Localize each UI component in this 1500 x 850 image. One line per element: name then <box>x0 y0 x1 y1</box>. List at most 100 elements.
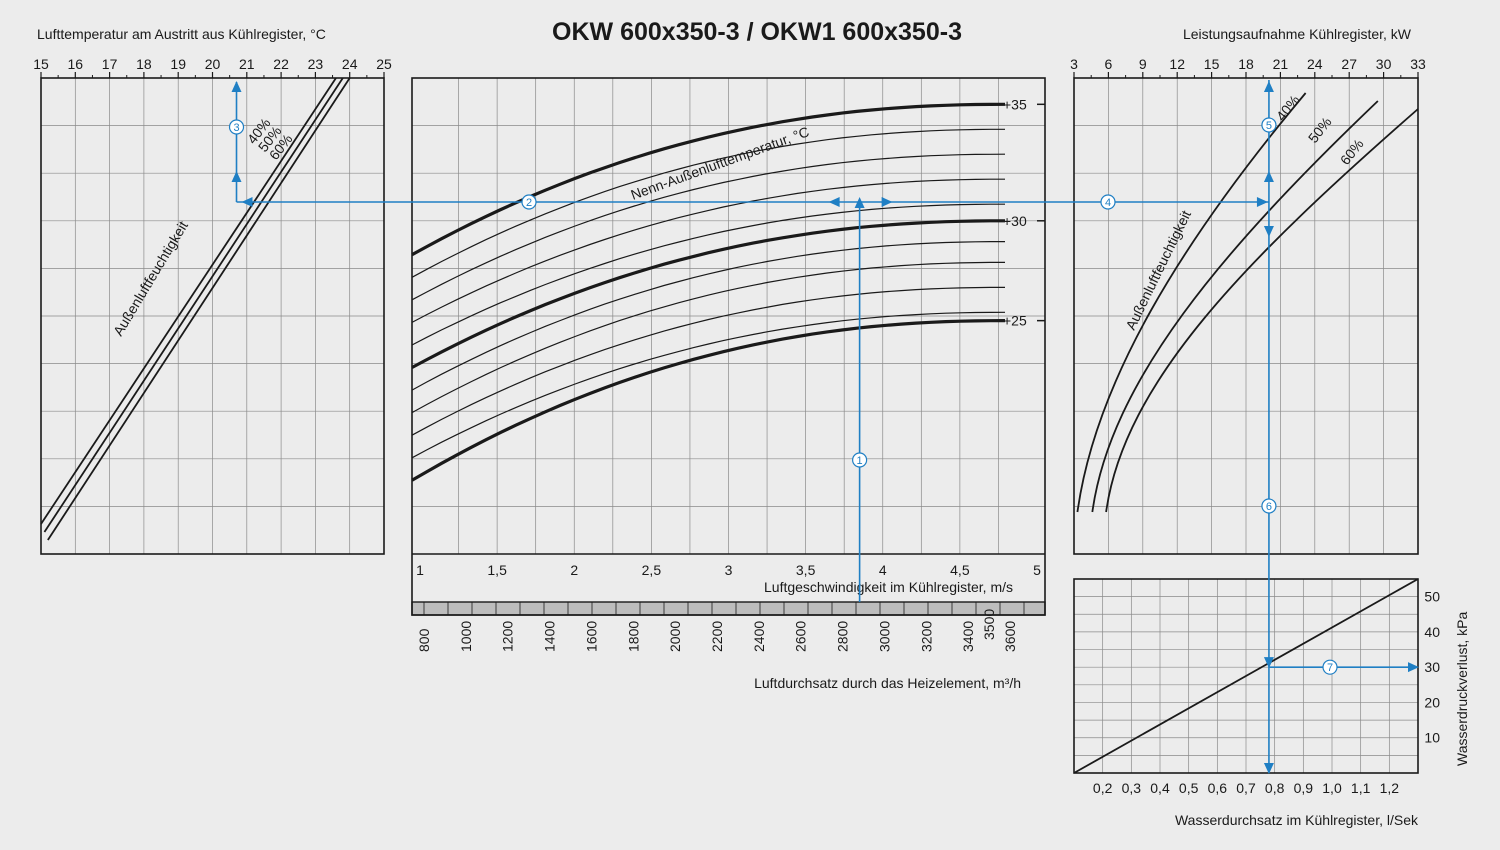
procedure-arrow <box>1263 657 1274 669</box>
step-marker-3: 3 <box>228 119 245 135</box>
tick-label: 24 <box>342 56 358 72</box>
temperature-curve <box>411 178 1005 323</box>
selection-procedure: 1 2 3 4 5 6 7 <box>228 80 1419 774</box>
tick-label: 30 <box>1376 56 1392 72</box>
pressure-tick-label: 20 <box>1424 694 1440 710</box>
temperature-curve <box>411 261 1005 414</box>
tick-label: 25 <box>376 56 392 72</box>
step-marker-circle <box>852 452 868 468</box>
step-marker-4: 4 <box>1100 194 1116 210</box>
step-marker-number: 6 <box>1266 501 1272 513</box>
tick-label: 27 <box>1341 56 1357 72</box>
temperature-series-label: +30 <box>1003 213 1027 229</box>
velocity-tick-label: 4 <box>879 562 887 578</box>
humidity-curve-50% <box>43 77 344 533</box>
flow-tick-label: 3600 <box>1002 621 1018 652</box>
water-pressure-loss-frame <box>1073 578 1419 774</box>
tick-label: 15 <box>33 56 49 72</box>
air-velocity-frame <box>411 77 1046 616</box>
temperature-series-label: +25 <box>1003 313 1027 329</box>
flow-tick-label: 2600 <box>793 621 809 652</box>
temperature-curve <box>411 203 1005 346</box>
pressure-loss-line <box>1073 578 1419 774</box>
temperature-curve <box>411 311 1006 459</box>
outlet-temperature-frame <box>40 77 385 555</box>
power-consumption-panel: Leistungsaufnahme Kühlregister, kW 3 6 9 12… <box>1070 26 1426 555</box>
temperature-curve <box>411 102 1006 257</box>
step-marker-number: 7 <box>1327 662 1333 674</box>
procedure-arrow <box>1408 662 1419 673</box>
step-marker-number: 4 <box>1105 197 1111 209</box>
flow-tick-label: 1600 <box>583 621 599 652</box>
tick-label: 18 <box>136 56 152 72</box>
water-flow-tick-label: 0,4 <box>1150 780 1170 796</box>
procedure-arrow <box>881 197 893 207</box>
tick-label: 18 <box>1238 56 1254 72</box>
step-marker-number: 2 <box>526 197 532 209</box>
power-consumption-frame <box>1073 77 1419 555</box>
tick-label: 17 <box>102 56 118 72</box>
step-marker-number: 1 <box>857 455 863 467</box>
velocity-tick-label: 2,5 <box>642 562 662 578</box>
water-flow-tick-label: 0,9 <box>1294 780 1314 796</box>
air-velocity-axis-title: Luftgeschwindigkeit im Kühlregister, m/s <box>764 579 1013 595</box>
temperature-series-label: +35 <box>1003 96 1027 112</box>
water-flow-tick-label: 0,7 <box>1236 780 1256 796</box>
step-marker-1: 1 <box>852 452 868 468</box>
tick-label: 19 <box>170 56 186 72</box>
temperature-curve <box>411 241 1005 391</box>
velocity-tick-label: 5 <box>1033 562 1041 578</box>
scale-strip <box>411 601 1046 616</box>
humidity-curve-60% <box>47 77 351 541</box>
pressure-loss-axis-title: Wasserdruckverlust, kPa <box>1454 611 1470 766</box>
humidity-series-label: 40% <box>1273 92 1303 124</box>
humidity-curve-60% <box>1105 108 1419 513</box>
flow-tick-label: 1800 <box>625 621 641 652</box>
tick-label: 9 <box>1139 56 1147 72</box>
velocity-tick-label: 3,5 <box>796 562 816 578</box>
flow-tick-label: 1400 <box>542 621 558 652</box>
procedure-arrow <box>828 197 840 207</box>
pressure-tick-label: 40 <box>1424 624 1440 640</box>
temperature-curve <box>411 128 1005 278</box>
procedure-arrow <box>1263 171 1274 182</box>
tick-label: 15 <box>1204 56 1220 72</box>
humidity-curve-40% <box>1076 92 1307 513</box>
step-marker-6: 6 <box>1261 498 1277 514</box>
tick-label: 33 <box>1410 56 1426 72</box>
step-marker-5: 5 <box>1261 117 1277 133</box>
tick-label: 21 <box>239 56 255 72</box>
step-marker-number: 5 <box>1266 120 1272 132</box>
pressure-tick-label: 30 <box>1424 659 1440 675</box>
pressure-tick-label: 50 <box>1424 589 1440 605</box>
water-flow-tick-label: 1,2 <box>1380 780 1400 796</box>
velocity-tick-label: 2 <box>570 562 578 578</box>
step-marker-7: 7 <box>1322 659 1338 675</box>
flow-tick-label: 2000 <box>667 621 683 652</box>
flow-tick-label: 3000 <box>876 621 892 652</box>
tick-label: 21 <box>1273 56 1289 72</box>
water-flow-tick-label: 0,2 <box>1093 780 1113 796</box>
flow-tick-label: 3500 <box>981 609 997 640</box>
flow-tick-label: 1000 <box>458 621 474 652</box>
flow-tick-label: 3400 <box>960 621 976 652</box>
step-marker-circle <box>228 119 245 135</box>
air-velocity-panel: +35+30+25 Nenn-Außenlufttemperatur, °C 1… <box>411 77 1046 691</box>
velocity-tick-label: 1,5 <box>487 562 507 578</box>
humidity-series-label: 50% <box>1305 114 1335 146</box>
procedure-arrow <box>231 171 242 182</box>
flow-tick-label: 2200 <box>709 621 725 652</box>
tick-label: 6 <box>1105 56 1113 72</box>
water-flow-tick-label: 1,0 <box>1322 780 1342 796</box>
flow-tick-label: 1200 <box>500 621 516 652</box>
tick-label: 20 <box>205 56 221 72</box>
water-flow-axis-title: Wasserdurchsatz im Kühlregister, l/Sek <box>1175 812 1419 828</box>
humidity-curve-50% <box>1091 100 1379 513</box>
temperature-curve <box>411 219 1005 369</box>
outlet-temperature-axis-title: Lufttemperatur am Austritt aus Kühlregis… <box>37 26 326 42</box>
temperature-curve <box>411 319 1006 482</box>
step-marker-2: 2 <box>521 194 537 210</box>
velocity-tick-label: 1 <box>416 562 424 578</box>
air-flow-axis-title: Luftdurchsatz durch das Heizelement, m³/… <box>754 675 1021 691</box>
velocity-tick-label: 3 <box>725 562 733 578</box>
